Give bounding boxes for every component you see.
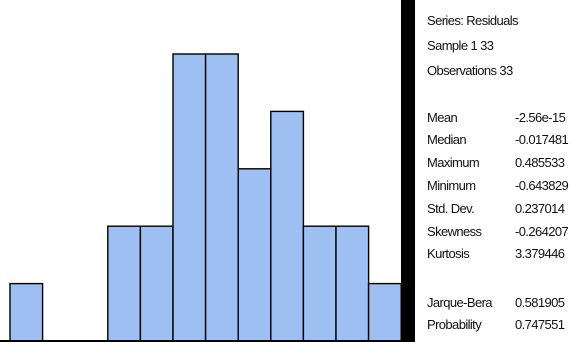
- histogram-bar: [172, 53, 207, 342]
- histogram-bar: [335, 225, 370, 342]
- observations-line: Observations 33: [427, 63, 513, 78]
- histogram-bar: [270, 110, 305, 342]
- panel-divider: [401, 0, 415, 342]
- stat-label: Kurtosis: [427, 246, 470, 261]
- stat-label: Minimum: [427, 178, 476, 193]
- histogram-bar: [107, 225, 142, 342]
- histogram-bar: [237, 168, 272, 342]
- histogram: [0, 53, 401, 342]
- stat-label: Maximum: [427, 155, 480, 170]
- stat-value: 0.485533: [515, 155, 565, 170]
- stat-label: Median: [427, 132, 467, 147]
- histogram-bar: [367, 282, 401, 342]
- histogram-bar: [9, 282, 44, 342]
- stat-label: Std. Dev.: [427, 201, 475, 216]
- stat-value: 0.747551: [515, 317, 565, 332]
- stat-value: 0.581905: [515, 295, 565, 310]
- sample-line: Sample 1 33: [427, 38, 494, 53]
- histogram-bar: [204, 53, 239, 342]
- stat-value: -0.264207: [515, 224, 569, 239]
- histogram-bar: [302, 225, 337, 342]
- histogram-bar: [139, 225, 174, 342]
- stat-label: Skewness: [427, 224, 482, 239]
- stat-value: -0.643829: [515, 178, 569, 193]
- stat-label: Mean: [427, 110, 458, 125]
- series-line: Series: Residuals: [427, 13, 519, 28]
- stat-label: Probability: [427, 317, 482, 332]
- stat-value: -2.56e-15: [515, 110, 566, 125]
- statistics-panel: Series: Residuals Sample 1 33 Observatio…: [415, 0, 573, 342]
- stat-label: Jarque-Bera: [427, 295, 493, 310]
- stat-value: 0.237014: [515, 201, 565, 216]
- stat-value: 3.379446: [515, 246, 565, 261]
- stat-value: -0.017481: [515, 132, 569, 147]
